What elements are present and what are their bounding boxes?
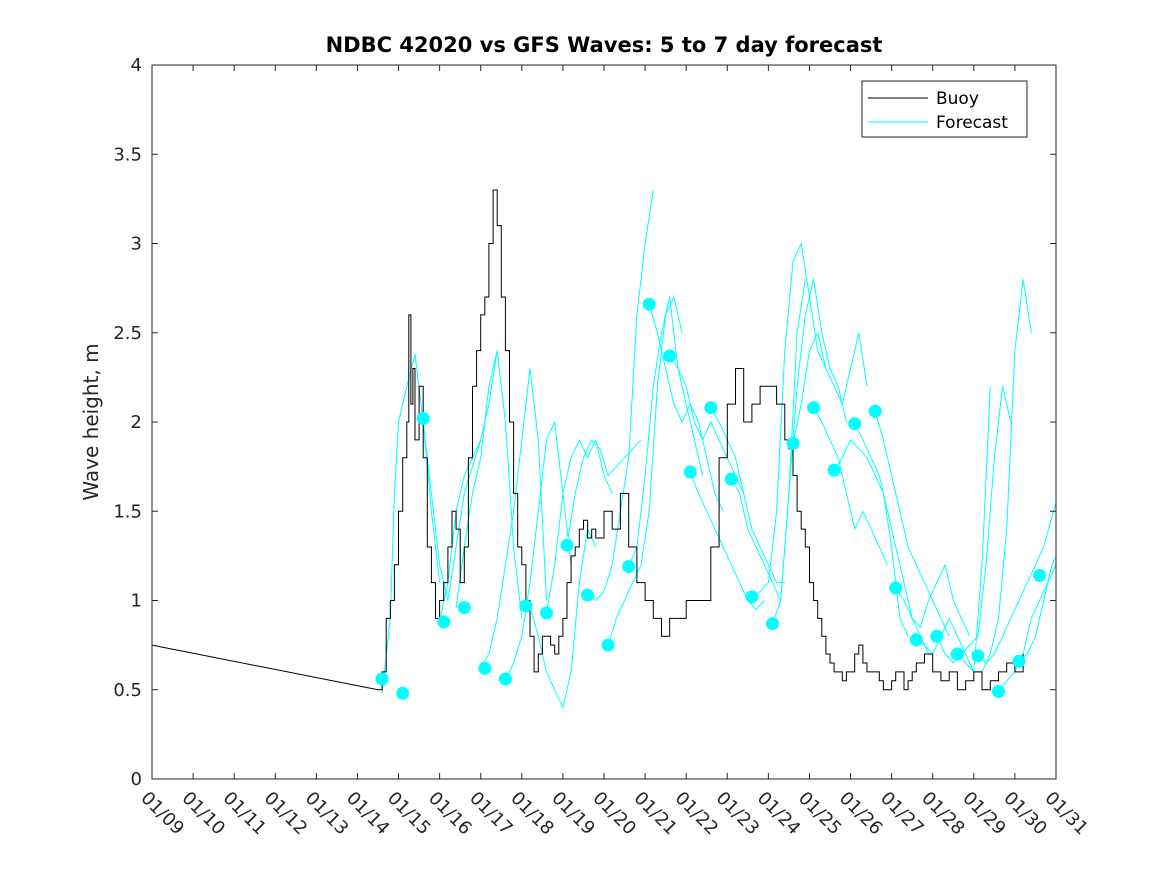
forecast-line	[628, 296, 704, 567]
forecast-point	[868, 404, 882, 418]
forecast-line	[813, 407, 888, 566]
forecast-point	[663, 349, 677, 363]
forecast-point	[766, 617, 779, 631]
forecast-series	[381, 189, 1057, 709]
forecast-point	[724, 472, 738, 486]
forecast-line	[936, 385, 1012, 664]
legend: Buoy Forecast	[861, 80, 1028, 138]
y-tick-label: 1	[131, 591, 142, 612]
buoy-line	[151, 189, 1024, 691]
forecast-line	[1018, 555, 1057, 662]
forecast-point	[437, 615, 451, 629]
forecast-line	[792, 332, 868, 444]
forecast-point	[457, 601, 471, 615]
forecast-line	[874, 411, 950, 637]
forecast-point	[930, 629, 944, 643]
forecast-line	[854, 423, 930, 655]
forecast-point	[581, 588, 595, 602]
forecast-point	[1012, 654, 1026, 668]
forecast-point	[498, 672, 512, 686]
buoy-series	[151, 189, 1024, 691]
forecast-line	[689, 471, 765, 610]
forecast-point	[642, 297, 656, 311]
forecast-line	[669, 355, 745, 494]
forecast-line	[710, 407, 785, 584]
forecast-point	[519, 599, 533, 613]
y-tick-label: 0	[131, 769, 142, 790]
axes-background	[152, 65, 1056, 779]
forecast-point	[909, 633, 923, 647]
forecast-point	[416, 411, 430, 425]
y-tick-label: 0.5	[113, 680, 142, 701]
forecast-point	[786, 436, 800, 450]
forecast-line	[422, 421, 482, 601]
forecast-line	[916, 386, 991, 673]
forecast-point	[601, 638, 615, 652]
forecast-point	[622, 560, 636, 574]
forecast-line	[998, 564, 1057, 692]
forecast-line	[381, 353, 441, 694]
legend-buoy-label: Buoy	[936, 89, 979, 109]
forecast-line	[977, 502, 1057, 664]
forecast-line	[751, 243, 827, 598]
forecast-line	[957, 278, 1032, 673]
forecast-point	[889, 581, 903, 595]
y-axis-label: Wave height, m	[79, 343, 103, 500]
forecast-point	[560, 538, 574, 552]
y-tick-label: 3.5	[113, 144, 142, 165]
chart-title: NDBC 42020 vs GFS Waves: 5 to 7 day fore…	[326, 33, 883, 57]
forecast-line	[772, 278, 847, 624]
forecast-line	[607, 296, 683, 646]
legend-box	[861, 80, 1028, 138]
forecast-point	[827, 463, 841, 477]
plot-area: 01/0901/1001/1101/1201/1301/1401/1501/16…	[113, 55, 1092, 839]
forecast-point	[478, 661, 492, 675]
forecast-point	[1033, 569, 1047, 582]
forecast-point	[704, 401, 718, 415]
forecast-point	[807, 401, 821, 415]
forecast-line	[895, 564, 971, 637]
forecast-point	[375, 672, 389, 686]
y-tick-label: 2	[131, 412, 142, 433]
forecast-points	[375, 297, 1047, 700]
forecast-line	[529, 528, 597, 709]
forecast-point	[950, 647, 964, 661]
forecast-point	[971, 649, 985, 663]
y-tick-label: 2.5	[113, 323, 142, 344]
y-tick-label: 1.5	[113, 501, 142, 522]
forecast-line	[730, 279, 806, 601]
forecast-line	[648, 304, 724, 512]
forecast-point	[540, 606, 553, 620]
y-axis-ticks: 0 0.5 1 1.5 2 2.5 3 3.5 4	[113, 55, 1056, 790]
forecast-point	[396, 686, 410, 700]
forecast-point	[848, 417, 862, 431]
forecast-line	[504, 421, 572, 682]
forecast-point	[745, 590, 759, 604]
y-tick-label: 3	[131, 234, 142, 255]
y-tick-label: 4	[131, 55, 142, 76]
legend-forecast-label: Forecast	[936, 113, 1008, 133]
forecast-point	[683, 465, 697, 479]
forecast-point	[992, 685, 1005, 698]
forecast-line	[455, 350, 523, 619]
forecast-line	[480, 368, 547, 669]
forecast-line	[546, 439, 613, 614]
